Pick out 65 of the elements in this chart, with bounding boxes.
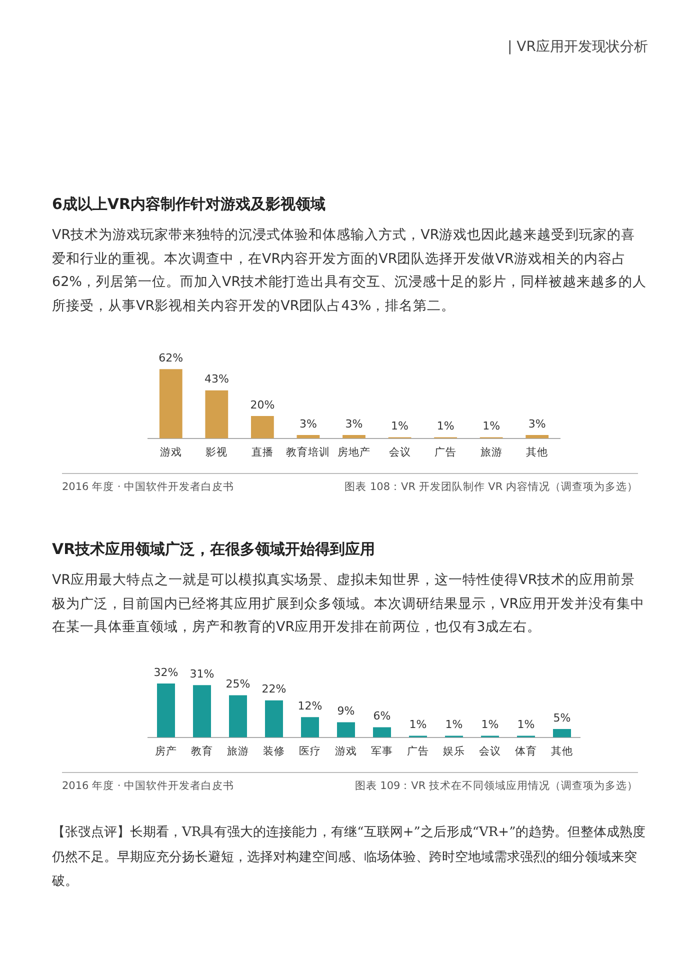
x-tick-label: 娱乐 [443,744,465,758]
text: 2016 年度 · 中国软件开发者白皮书 [62,480,234,494]
bar [193,685,211,738]
data-label: 12% [298,699,322,712]
bar [301,717,319,738]
data-label: 25% [226,678,250,691]
data-label: 1% [481,718,499,731]
x-tick-label: 体育 [515,744,537,758]
x-tick-label: 其他 [551,744,573,758]
bar [159,368,182,438]
bar [205,390,228,438]
data-label: 5% [553,711,571,724]
chart-title: 6成以上VR内容制作针对游戏及影视领域 [52,195,327,214]
bar [373,727,391,738]
x-tick-label: 教育培训 [286,445,330,458]
data-label: 1% [409,718,427,731]
text: | VR应用开发现状分析 [508,38,648,56]
chart-subtitle: VR技术为游戏玩家带来独特的沉浸式体验和体感输入方式，VR游戏也因此越来越受到玩家的喜爱和行业的重视。本次调查中，在VR内容开发方面的VR团队选择开发做VR游戏相关的内容占62%，列居第一位。而加入VR技术能打造出具有交互、沉浸感十足的影片，同样被越来越多的人所接受，从事VR影视相关内容开发的VR团队占43%，排名第二。 [52,226,648,316]
data-label: 3% [345,416,363,430]
x-tick-label: 房产 [155,744,177,758]
data-label: 6% [373,710,391,723]
x-tick-label: 旅游 [227,744,249,758]
x-tick-label: 会议 [388,445,411,458]
text: 2016 年度 · 中国软件开发者白皮书 [62,778,234,793]
data-label: 3% [528,416,546,430]
chart-title: VR技术应用领域广泛，在很多领域开始得到应用 [52,540,376,559]
data-label: 43% [204,372,229,386]
data-label: 22% [262,682,286,696]
x-tick-label: 装修 [263,744,285,758]
x-tick-label: 广告 [407,744,429,758]
data-label: 1% [517,718,535,731]
data-label: 62% [158,350,184,364]
chart-subtitle: VR应用最大特点之一就是可以模拟真实场景、虚拟未知世界，这一特性使得VR技术的应用前景极为广泛，目前国内已经将其应用扩展到众多领域。本次调研结果显示，VR应用开发并没有集中在某一具体垂直领域，房产和教育的VR应用开发排在前两位，也仅有3成左右。 [52,571,646,638]
bar [265,700,283,738]
x-tick-label: 其他 [526,445,548,458]
data-label: 20% [250,398,275,411]
x-tick-label: 房地产 [338,445,370,458]
x-tick-label: 直播 [251,445,274,458]
data-label: 3% [299,416,317,430]
x-tick-label: 教育 [191,744,213,758]
data-label: 31% [190,667,214,680]
data-label: 9% [337,704,355,718]
bar [157,683,175,738]
x-tick-label: 广告 [434,445,457,458]
data-label: 1% [436,419,454,432]
data-label: 1% [445,718,463,731]
x-tick-label: 游戏 [160,445,182,458]
bar [251,416,274,438]
x-tick-label: 游戏 [335,744,357,758]
bar [526,434,549,438]
text: 【张弢点评】长期看，VR具有强大的连接能力，有继“互联网+”之后形成“VR+”的趋势。但整体成熟度仍然不足。早期应充分扬长避短，选择对构建空间感、临场体验、跨时空地域需求强烈的细分领域来突破。 [52,824,647,892]
bar [337,722,355,738]
bar [229,695,247,738]
bar [553,728,571,738]
data-label: 32% [154,666,178,679]
x-tick-label: 旅游 [480,445,502,458]
data-label: 1% [482,419,500,432]
bar [342,434,366,438]
x-tick-label: 医疗 [299,744,321,758]
x-tick-label: 会议 [479,744,501,758]
text: 图表 108：VR 开发团队制作 VR 内容情况（调查项为多选） [344,480,638,494]
text: 图表 109：VR 技术在不同领域应用情况（调查项为多选） [354,778,638,793]
x-tick-label: 军事 [371,744,393,758]
x-tick-label: 影视 [206,445,228,458]
data-label: 1% [391,419,409,432]
